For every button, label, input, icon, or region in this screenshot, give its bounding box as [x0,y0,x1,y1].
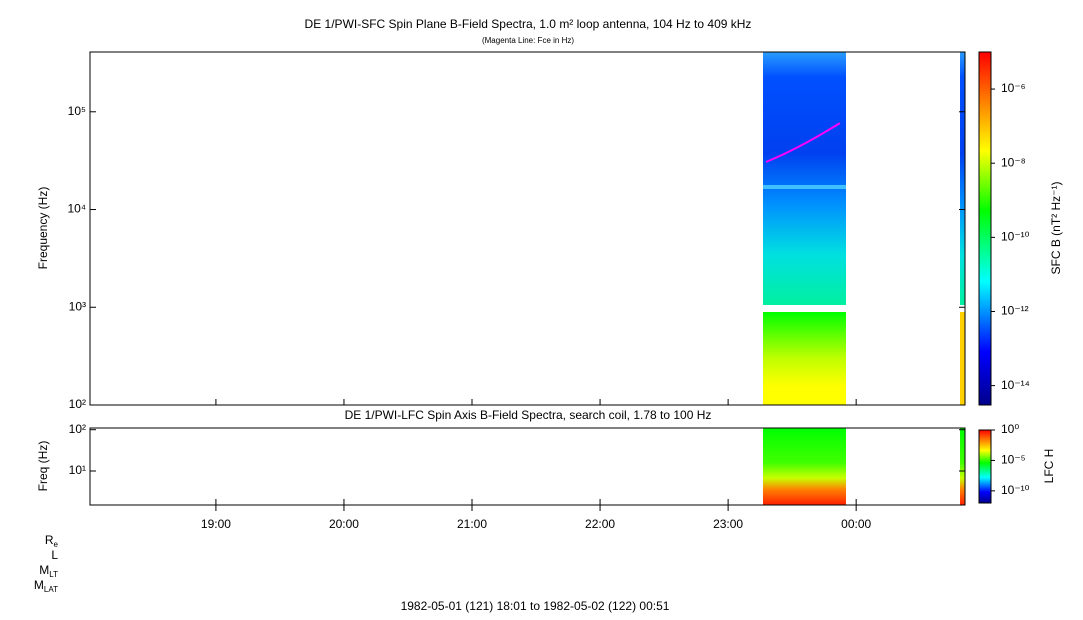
colorbar-label: LFC H [1042,449,1056,484]
colorbar-tick-label: 10⁻¹⁰ [1001,230,1030,244]
chart-title: DE 1/PWI-LFC Spin Axis B-Field Spectra, … [345,408,712,422]
ephemeris-label-sub: LT [49,570,58,579]
ephemeris-label: L [51,548,58,562]
spectrogram-image [763,52,965,505]
x-tick-label: 20:00 [329,517,359,531]
colorbar-tick-label: 10⁻⁵ [1001,453,1026,467]
colorbar-frame [978,429,992,504]
y-tick-label: 10² [69,397,86,411]
chart-subtitle: (Magenta Line: Fce in Hz) [482,36,574,45]
y-axis-label: Freq (Hz) [36,441,50,492]
colorbar-tick-label: 10⁰ [1001,422,1019,436]
y-tick-label: 10² [69,422,86,436]
colorbar-tick-label: 10⁻¹⁴ [1001,378,1030,392]
x-tick-label: 19:00 [201,517,231,531]
y-tick-label: 10¹ [69,463,86,477]
ephemeris-label: MLT [39,563,58,579]
ephemeris-label-main: L [51,548,58,562]
ephemeris-label-sub: e [54,540,59,549]
ephemeris-label: MLAT [34,578,58,594]
colorbar [979,430,991,503]
x-tick-label: 23:00 [713,517,743,531]
y-tick-label: 10⁵ [68,104,86,118]
y-tick-label: 10⁴ [67,202,86,216]
colorbar-frame [978,51,992,406]
x-tick-label: 00:00 [841,517,871,531]
plot-frame [89,51,966,406]
y-axis-label: Frequency (Hz) [36,187,50,270]
plot-frame [89,427,966,506]
colorbar [979,52,991,405]
colorbar-tick-label: 10⁻¹² [1001,304,1029,318]
ephemeris-label-sub: LAT [44,585,58,594]
colorbar-label: SFC B (nT² Hz⁻¹) [1049,182,1063,275]
ephemeris-label-main: R [45,533,54,547]
footer: 1982-05-01 (121) 18:01 to 1982-05-02 (12… [401,599,670,613]
x-tick-label: 22:00 [585,517,615,531]
y-tick-label: 10³ [69,299,86,313]
ephemeris-label-main: M [34,578,44,592]
colorbar-tick-label: 10⁻¹⁰ [1001,483,1030,497]
colorbar-tick-label: 10⁻⁶ [1001,81,1026,95]
ephemeris-label-main: M [39,563,49,577]
ephemeris-label: Re [45,533,59,549]
chart-title: DE 1/PWI-SFC Spin Plane B-Field Spectra,… [305,17,752,31]
x-tick-label: 21:00 [457,517,487,531]
colorbar-tick-label: 10⁻⁸ [1001,155,1026,169]
